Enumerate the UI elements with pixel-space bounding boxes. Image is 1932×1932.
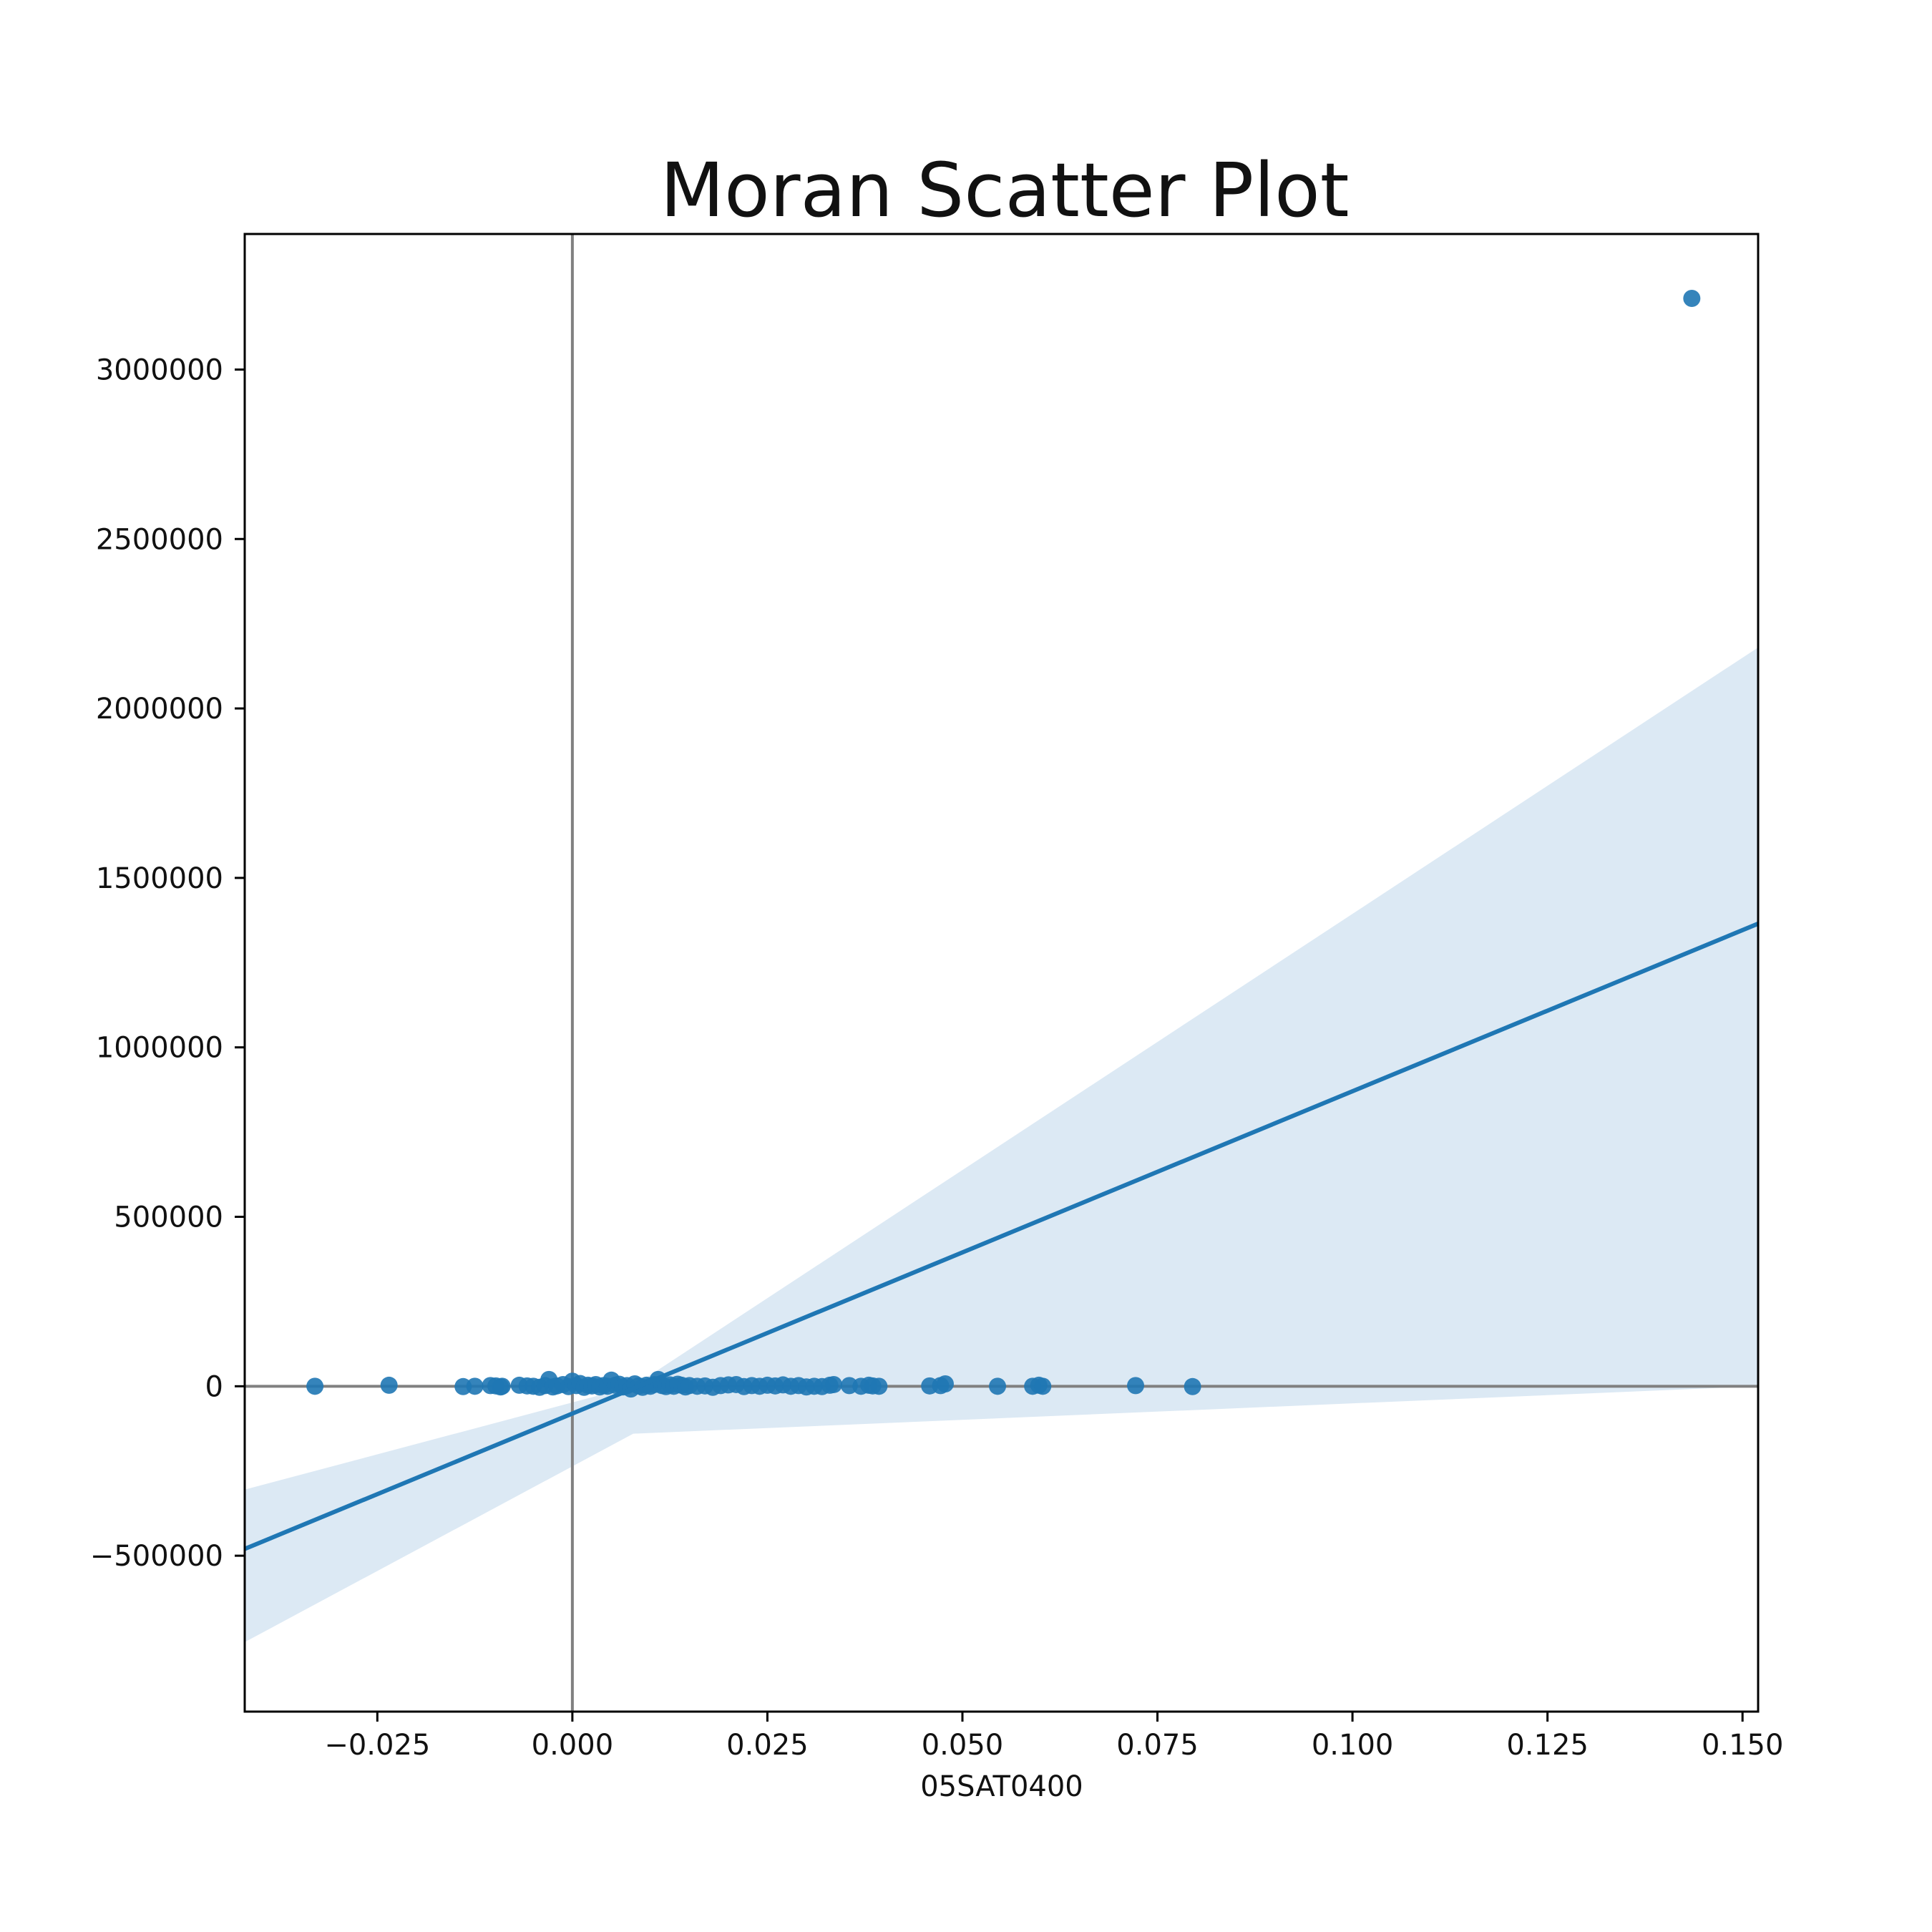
x-tick-label: 0.025 — [726, 1729, 809, 1762]
scatter-point — [870, 1377, 888, 1395]
x-tick-label: 0.050 — [922, 1729, 1004, 1762]
x-axis-label: 05SAT0400 — [920, 1770, 1083, 1803]
scatter-point — [493, 1377, 511, 1395]
regression-line — [245, 922, 1758, 1551]
plot-area — [245, 234, 1758, 1712]
scatter-point — [1184, 1377, 1201, 1395]
chart-title: Moran Scatter Plot — [660, 147, 1349, 234]
y-axis: −500000 0 500000 1000000 1500000 2000000 25000… — [90, 353, 245, 1573]
scatter-point — [466, 1377, 484, 1395]
x-tick-label: 0.125 — [1506, 1729, 1589, 1762]
scatter-point — [1683, 289, 1701, 307]
y-tick-label: −500000 — [90, 1540, 223, 1573]
y-tick-label: 1500000 — [96, 862, 223, 895]
scatter-point — [306, 1377, 324, 1395]
x-tick-label: 0.000 — [532, 1729, 614, 1762]
scatter-point — [1034, 1377, 1052, 1395]
plot-frame — [243, 233, 1760, 1713]
y-tick-label: 1000000 — [96, 1032, 223, 1065]
x-tick-label: 0.075 — [1116, 1729, 1199, 1762]
y-tick-label: 2000000 — [96, 693, 223, 726]
scatter-point — [937, 1375, 955, 1393]
x-tick-label: −0.025 — [324, 1729, 430, 1762]
x-tick-label: 0.150 — [1702, 1729, 1784, 1762]
x-tick-label: 0.100 — [1312, 1729, 1394, 1762]
y-tick-label: 3000000 — [96, 353, 223, 386]
y-tick-label: 500000 — [114, 1201, 223, 1234]
y-tick-label: 0 — [205, 1370, 223, 1403]
plot-content — [245, 234, 1758, 1712]
scatter-point — [380, 1376, 398, 1394]
scatter-point — [1127, 1377, 1145, 1395]
x-axis: −0.025 0.000 0.025 0.050 0.075 0.100 0.125 0.15… — [324, 1712, 1783, 1762]
scatter-point — [825, 1375, 843, 1393]
scatter-point — [989, 1377, 1007, 1395]
y-tick-label: 2500000 — [96, 523, 223, 556]
